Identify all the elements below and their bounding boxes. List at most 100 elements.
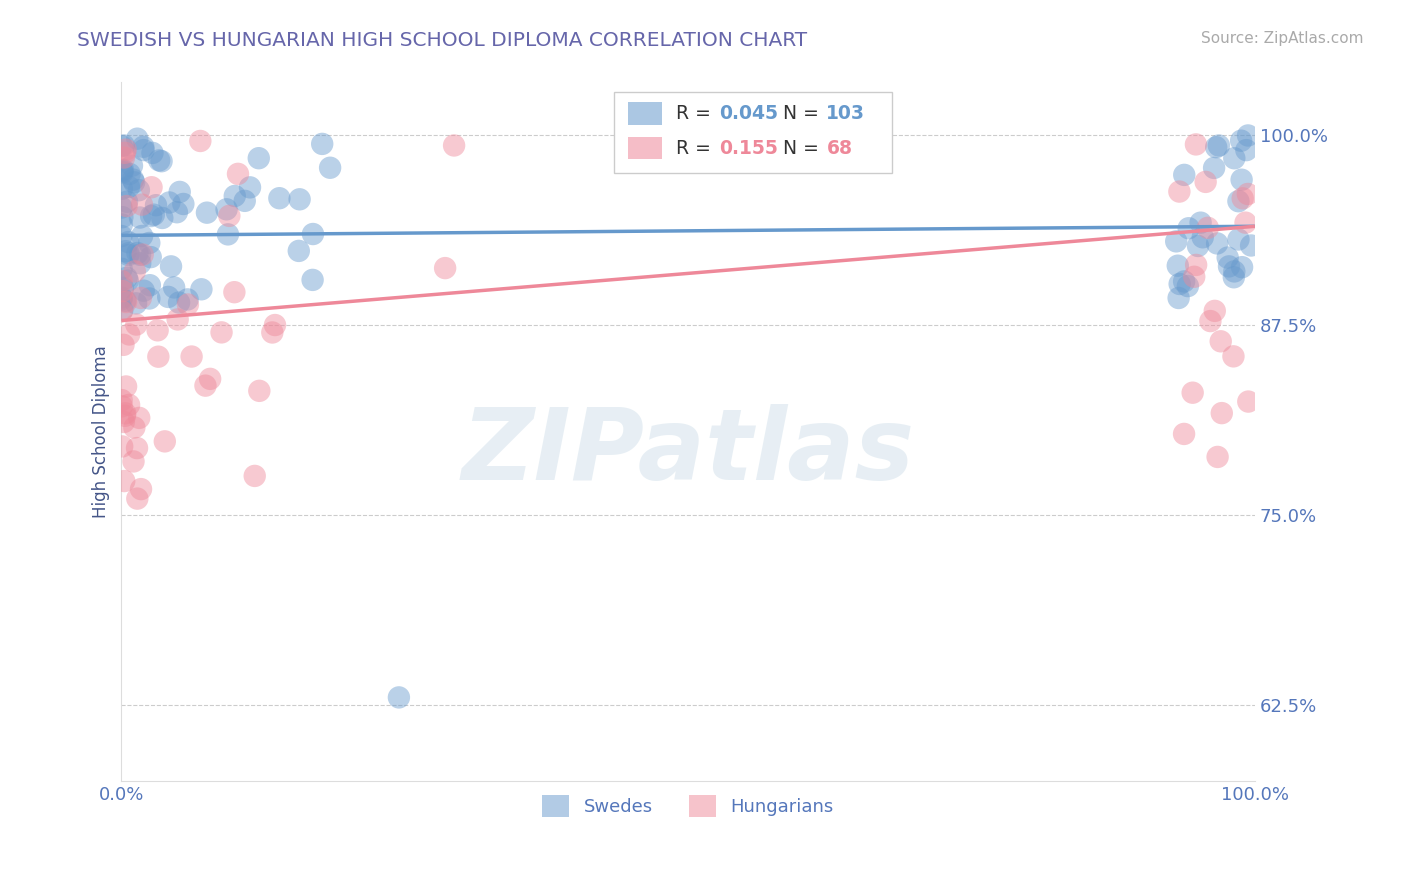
Point	[1234, 143, 1257, 157]
Point	[247, 151, 270, 165]
Point	[1168, 185, 1191, 199]
Point	[125, 441, 148, 455]
Point	[1194, 175, 1216, 189]
FancyBboxPatch shape	[628, 103, 662, 125]
Point	[115, 194, 138, 209]
FancyBboxPatch shape	[614, 93, 893, 173]
Point	[138, 235, 160, 250]
Point	[122, 454, 145, 468]
Point	[217, 227, 239, 242]
Point	[180, 350, 202, 364]
Point	[224, 285, 246, 300]
Point	[150, 154, 173, 169]
Point	[166, 312, 188, 326]
Point	[131, 197, 153, 211]
Text: N =: N =	[783, 103, 825, 123]
Point	[148, 153, 170, 168]
Point	[1197, 220, 1219, 235]
Point	[150, 211, 173, 225]
Point	[1199, 314, 1222, 328]
Text: 103: 103	[827, 103, 866, 123]
Point	[125, 296, 148, 310]
Point	[118, 398, 141, 412]
Point	[112, 138, 135, 153]
Point	[129, 482, 152, 496]
Point	[1237, 394, 1260, 409]
Point	[146, 323, 169, 337]
Point	[139, 209, 162, 223]
Point	[1173, 275, 1195, 289]
Point	[233, 194, 256, 208]
Point	[1216, 251, 1239, 265]
Point	[1167, 291, 1189, 305]
Point	[166, 205, 188, 219]
Point	[288, 192, 311, 206]
Point	[115, 295, 138, 310]
Point	[1187, 239, 1209, 253]
Point	[1177, 221, 1199, 235]
Point	[311, 136, 333, 151]
Point	[129, 256, 152, 270]
Point	[1173, 426, 1195, 441]
Point	[169, 185, 191, 199]
Point	[141, 180, 163, 194]
Point	[1168, 277, 1191, 291]
Point	[243, 469, 266, 483]
Point	[176, 293, 198, 307]
Point	[122, 172, 145, 186]
Point	[111, 304, 134, 318]
Point	[388, 690, 411, 705]
Point	[110, 139, 132, 153]
Point	[188, 134, 211, 148]
Point	[114, 406, 136, 420]
Point	[112, 474, 135, 488]
Point	[115, 270, 138, 285]
Point	[127, 491, 149, 506]
Point	[1206, 450, 1229, 464]
Point	[195, 205, 218, 219]
Point	[1234, 216, 1257, 230]
Point	[139, 278, 162, 293]
Point	[1191, 230, 1213, 244]
Point	[115, 199, 138, 213]
Point	[131, 247, 153, 261]
Point	[110, 293, 132, 307]
Point	[1177, 279, 1199, 293]
Point	[138, 292, 160, 306]
Point	[118, 167, 141, 181]
Point	[128, 183, 150, 197]
Point	[110, 229, 132, 244]
Text: R =: R =	[676, 139, 717, 158]
Point	[110, 291, 132, 305]
Point	[121, 159, 143, 173]
Point	[114, 293, 136, 308]
Point	[1211, 406, 1233, 420]
Point	[124, 264, 146, 278]
Text: ZIPatlas: ZIPatlas	[461, 404, 915, 501]
Point	[1222, 349, 1244, 363]
Point	[111, 284, 134, 298]
Point	[190, 282, 212, 296]
Point	[157, 290, 180, 304]
Point	[1189, 216, 1212, 230]
Point	[117, 274, 139, 288]
Point	[160, 260, 183, 274]
Point	[111, 218, 134, 232]
Point	[434, 261, 457, 276]
Point	[1166, 235, 1188, 249]
Point	[226, 167, 249, 181]
Point	[129, 248, 152, 262]
Point	[122, 175, 145, 189]
Point	[1182, 269, 1205, 284]
Point	[124, 420, 146, 434]
Point	[111, 162, 134, 177]
Point	[1237, 186, 1260, 201]
Point	[1240, 238, 1263, 252]
Point	[302, 227, 325, 241]
Point	[145, 198, 167, 212]
Point	[288, 244, 311, 258]
Point	[118, 327, 141, 342]
Text: 68: 68	[827, 139, 852, 158]
Point	[1206, 236, 1229, 251]
Point	[194, 378, 217, 392]
